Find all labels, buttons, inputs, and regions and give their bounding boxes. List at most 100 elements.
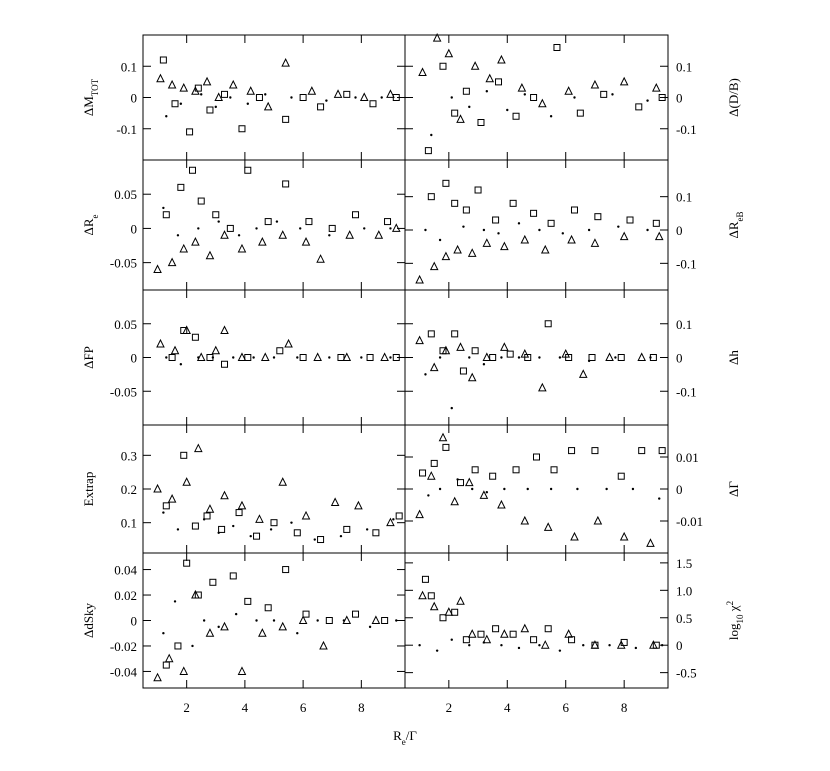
panel-frame <box>404 289 669 426</box>
label-part: ΔFP <box>81 346 96 369</box>
label-part: 2 <box>725 601 735 606</box>
y-tick-label: -0.02 <box>110 639 137 654</box>
data-point <box>619 531 629 541</box>
data-point <box>352 610 360 618</box>
y-tick-label: 0.1 <box>121 59 137 74</box>
data-point <box>374 230 384 239</box>
data-point <box>360 356 363 359</box>
data-point <box>179 363 183 366</box>
data-point <box>171 100 179 108</box>
y-tick-label: 0.1 <box>121 516 137 531</box>
data-point <box>471 347 479 355</box>
data-point <box>500 629 509 638</box>
data-point <box>631 487 635 491</box>
data-point <box>205 250 215 260</box>
y-tick-label: -0.05 <box>110 256 137 271</box>
data-point <box>153 264 162 273</box>
data-point <box>313 538 316 541</box>
data-point <box>244 166 252 174</box>
y-tick-label: -0.5 <box>676 666 697 681</box>
data-point <box>167 79 177 89</box>
data-point <box>591 447 599 455</box>
data-point <box>442 179 450 187</box>
y-tick-label: 0 <box>676 482 683 497</box>
data-point <box>482 228 486 232</box>
data-point <box>646 228 649 232</box>
data-point <box>523 93 527 96</box>
data-point <box>418 590 427 600</box>
data-point <box>313 352 322 361</box>
data-point <box>638 447 646 455</box>
data-point <box>432 33 442 42</box>
data-point <box>299 227 302 230</box>
data-point <box>482 363 486 366</box>
x-axis-label: Re/Γ <box>393 728 417 747</box>
data-point <box>509 199 517 207</box>
data-point <box>205 628 215 637</box>
data-point <box>467 248 477 257</box>
data-point <box>608 643 611 647</box>
data-point <box>186 128 194 136</box>
data-point <box>337 354 345 361</box>
data-point <box>533 453 540 461</box>
data-point <box>497 54 506 64</box>
data-point <box>421 575 429 583</box>
data-point <box>451 199 459 207</box>
data-point <box>462 206 470 214</box>
data-point <box>438 487 442 491</box>
data-point <box>354 96 357 99</box>
panel-frame <box>404 159 669 291</box>
data-point <box>520 515 530 525</box>
data-point <box>200 93 203 96</box>
y-tick-label: 0.04 <box>114 563 137 578</box>
data-point <box>316 254 325 263</box>
data-point <box>500 342 509 351</box>
data-point <box>517 222 521 225</box>
data-point <box>441 251 451 261</box>
y-tick-label: 0.2 <box>121 482 137 497</box>
data-point <box>159 56 167 64</box>
data-point <box>197 197 205 205</box>
data-point <box>238 125 246 133</box>
label-part: ΔdSky <box>81 602 96 638</box>
data-point <box>468 356 471 359</box>
data-point <box>278 230 288 239</box>
data-point <box>464 477 474 487</box>
data-point <box>468 643 471 647</box>
data-point <box>649 640 658 649</box>
data-point <box>660 643 664 647</box>
data-point <box>467 372 477 382</box>
y-tick-label: 0.02 <box>114 588 137 603</box>
data-point <box>317 536 325 544</box>
data-point <box>427 193 435 201</box>
data-point <box>456 478 459 481</box>
data-point <box>343 90 351 98</box>
data-point <box>530 94 538 101</box>
data-point <box>392 518 395 521</box>
data-point <box>391 223 401 232</box>
data-point <box>550 466 558 474</box>
data-point <box>544 320 552 328</box>
data-point <box>489 354 497 361</box>
data-point <box>489 472 497 480</box>
data-point <box>453 244 462 254</box>
data-point <box>389 356 392 359</box>
x-tick-label: 4 <box>242 700 249 715</box>
data-point <box>430 459 438 467</box>
data-point <box>468 105 471 109</box>
y-axis-label: ΔReB <box>726 211 745 238</box>
data-point <box>561 349 571 358</box>
data-point <box>328 356 331 359</box>
data-point <box>442 443 450 451</box>
data-point <box>317 103 325 111</box>
data-point <box>264 93 267 96</box>
data-point <box>217 531 220 534</box>
data-point <box>492 625 500 633</box>
data-point <box>462 636 470 644</box>
data-point <box>217 625 220 629</box>
data-point <box>561 232 564 235</box>
label-part: ΔR <box>81 218 96 235</box>
data-point <box>652 219 660 227</box>
data-point <box>202 518 206 521</box>
data-point <box>384 218 392 226</box>
